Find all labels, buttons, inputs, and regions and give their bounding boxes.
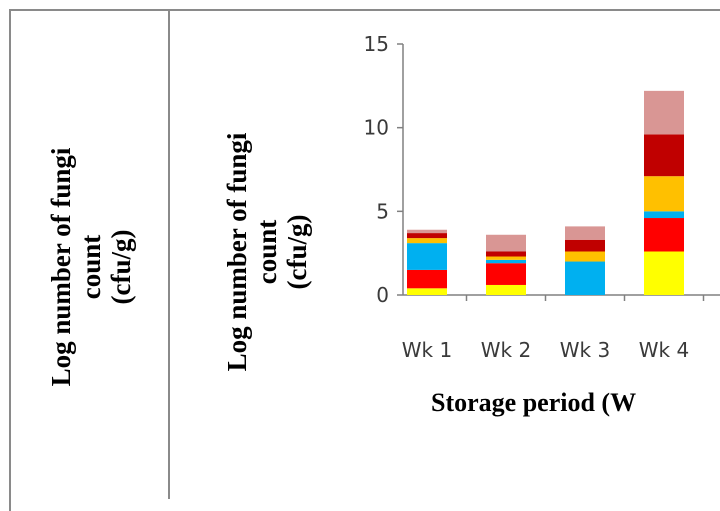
bar-segment	[565, 261, 605, 295]
bar-segment	[644, 90, 684, 135]
y-tick-label: 15	[364, 32, 389, 56]
column-divider	[168, 9, 170, 499]
y-tick-label: 5	[376, 199, 389, 223]
bar-segment	[644, 251, 684, 295]
bar-segment	[644, 211, 684, 219]
y-tick-label: 10	[364, 116, 389, 140]
bar-segment	[486, 259, 526, 264]
x-tick-label: Wk 3	[560, 338, 610, 362]
stacked-bar-chart: 0 5 10 15 Wk 1 Wk 2 Wk 3 Wk 4	[364, 32, 720, 362]
bar-segment	[565, 239, 605, 252]
bar-segment	[486, 256, 526, 260]
y-tick-label: 0	[376, 283, 389, 307]
bar-segment	[486, 284, 526, 295]
bar-segment	[407, 233, 447, 239]
table-frame	[9, 9, 720, 511]
bar-segment	[644, 176, 684, 212]
x-tick-label: Wk 2	[481, 338, 531, 362]
bar-segment	[407, 229, 447, 234]
bar-segment	[407, 288, 447, 295]
bar-segment	[644, 134, 684, 177]
x-tick-label: Wk 4	[639, 338, 689, 362]
bar-segment	[565, 251, 605, 262]
bar-segment	[486, 234, 526, 252]
bar-segment	[486, 251, 526, 257]
bar-segment	[407, 269, 447, 289]
bar-segment	[565, 226, 605, 240]
bar-segment	[407, 243, 447, 270]
bar-segment	[486, 263, 526, 285]
x-tick-label: Wk 1	[402, 338, 452, 362]
bar-segment	[644, 218, 684, 252]
x-axis-title: Storage period (W	[431, 388, 637, 417]
bar-segment	[407, 238, 447, 244]
